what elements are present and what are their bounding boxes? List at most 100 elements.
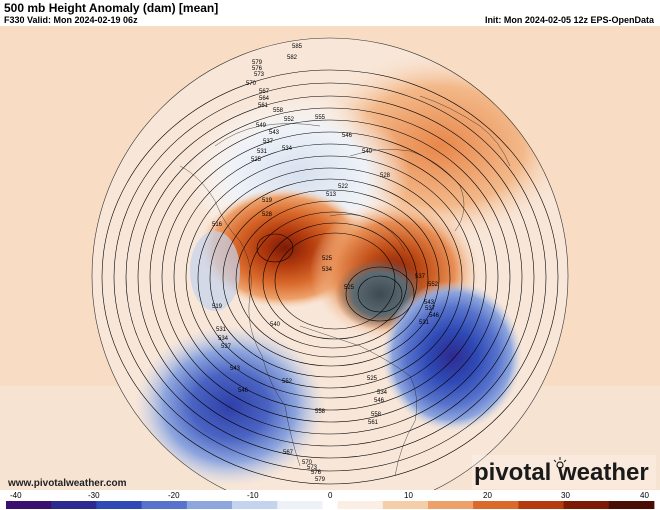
contour-label: 525 bbox=[251, 157, 262, 163]
colorbar-swatch bbox=[156, 501, 165, 509]
colorbar-swatch bbox=[443, 501, 451, 509]
colorbar-swatch bbox=[427, 501, 436, 509]
colorbar-tick: 20 bbox=[483, 491, 492, 500]
contour-label: 552 bbox=[282, 379, 293, 385]
colorbar-tick: 10 bbox=[404, 491, 413, 500]
colorbar-swatch bbox=[586, 501, 595, 509]
colorbar-tick: 40 bbox=[640, 491, 649, 500]
colorbar-swatch bbox=[375, 501, 384, 509]
contour-label: 528 bbox=[262, 212, 273, 218]
colorbar-swatch bbox=[201, 501, 210, 509]
contour-label: 573 bbox=[254, 72, 265, 78]
colorbar-swatch bbox=[21, 501, 29, 509]
contour-label: 525 bbox=[344, 285, 355, 291]
colorbar-swatch bbox=[58, 501, 67, 509]
colorbar-swatch bbox=[412, 501, 421, 509]
colorbar-swatch bbox=[292, 501, 301, 509]
colorbar-swatch bbox=[390, 501, 399, 509]
contour-label: 522 bbox=[338, 184, 349, 190]
contour-label: 564 bbox=[259, 96, 270, 102]
contour-label: 570 bbox=[302, 460, 313, 466]
colorbar-swatch bbox=[458, 501, 467, 509]
contour-label: 552 bbox=[428, 282, 439, 288]
colorbar-swatch bbox=[111, 501, 120, 509]
contour-label: 531 bbox=[257, 149, 268, 155]
colorbar-swatch bbox=[646, 501, 655, 509]
colorbar-swatch bbox=[578, 501, 587, 509]
contour-label: 534 bbox=[322, 267, 333, 273]
brand-sun-icon bbox=[553, 457, 567, 469]
colorbar-swatch bbox=[307, 501, 316, 509]
contour-label: 525 bbox=[367, 376, 378, 382]
brand-logo: pivotal weather bbox=[472, 455, 656, 489]
contour-label: 537 bbox=[263, 139, 274, 145]
contour-label: 537 bbox=[425, 306, 436, 312]
pacific-low-anomaly bbox=[135, 326, 325, 486]
contour-label: 561 bbox=[258, 103, 269, 109]
colorbar-swatch bbox=[96, 501, 105, 509]
colorbar-swatch bbox=[134, 501, 143, 509]
colorbar-tick: 30 bbox=[561, 491, 570, 500]
colorbar-swatch bbox=[397, 501, 406, 509]
colorbar-tick: -30 bbox=[88, 491, 100, 500]
contour-label: 582 bbox=[287, 55, 298, 61]
colorbar-swatch bbox=[367, 501, 376, 509]
colorbar-swatch bbox=[13, 501, 22, 509]
colorbar-swatch bbox=[337, 501, 346, 509]
contour-label: 558 bbox=[315, 409, 326, 415]
colorbar-swatch bbox=[103, 501, 112, 509]
colorbar-tick: -40 bbox=[10, 491, 22, 500]
height-anomaly-map: 585 582 579 576 573 570 567 564 561 558 … bbox=[0, 26, 660, 510]
colorbar-swatch bbox=[533, 501, 542, 509]
colorbar-swatch bbox=[556, 501, 564, 509]
colorbar-swatch bbox=[518, 501, 527, 509]
contour-label: 567 bbox=[259, 89, 270, 95]
contour-label: 546 bbox=[429, 313, 440, 319]
west-coast-low bbox=[190, 231, 240, 311]
colorbar-swatch bbox=[299, 501, 308, 509]
map-title: 500 mb Height Anomaly (dam) [mean] bbox=[4, 1, 219, 15]
height-contours bbox=[101, 69, 559, 485]
contour-label: 546 bbox=[374, 398, 385, 404]
contour-label: 576 bbox=[252, 66, 263, 72]
colorbar-swatch bbox=[6, 501, 14, 509]
brand-text: pivotal weather bbox=[474, 459, 649, 486]
colorbar-swatch bbox=[66, 501, 75, 509]
colorbar-swatch bbox=[284, 501, 293, 509]
colorbar-swatch bbox=[563, 501, 572, 509]
contour-label: 567 bbox=[283, 450, 294, 456]
colorbar-swatch bbox=[269, 501, 278, 509]
contour-label: 540 bbox=[270, 322, 281, 328]
colorbar-swatch bbox=[179, 501, 188, 509]
colorbar-swatch bbox=[216, 501, 225, 509]
colorbar-swatch bbox=[119, 501, 127, 509]
map-panel: 585 582 579 576 573 570 567 564 561 558 … bbox=[0, 26, 660, 510]
colorbar-swatch bbox=[247, 501, 256, 509]
contour-label: 558 bbox=[371, 412, 382, 418]
contour-label: 540 bbox=[362, 149, 373, 155]
contour-label: 555 bbox=[315, 115, 326, 121]
colorbar-swatch bbox=[608, 501, 617, 509]
colorbar-swatch bbox=[81, 501, 90, 509]
colorbar-swatch bbox=[593, 501, 602, 509]
colorbar-swatch bbox=[623, 501, 632, 509]
init-time: Init: Mon 2024-02-05 12z EPS-OpenData bbox=[484, 15, 654, 25]
contour-label: 528 bbox=[380, 173, 391, 179]
colorbar-swatch bbox=[405, 501, 414, 509]
contour-label: 534 bbox=[377, 390, 388, 396]
contour-label: 561 bbox=[368, 420, 379, 426]
contour-label: 531 bbox=[419, 320, 430, 326]
contour-label: 549 bbox=[256, 123, 267, 129]
colorbar-swatch bbox=[126, 501, 135, 509]
colorbar-swatch bbox=[616, 501, 625, 509]
colorbar-tick: 0 bbox=[328, 491, 333, 500]
colorbar-swatch bbox=[73, 501, 82, 509]
colorbar-swatch bbox=[450, 501, 459, 509]
colorbar-swatch bbox=[239, 501, 248, 509]
colorbar-swatch bbox=[601, 501, 610, 509]
contour-label: 585 bbox=[292, 44, 303, 50]
colorbar-swatch bbox=[330, 501, 338, 509]
colorbar-swatch bbox=[88, 501, 97, 509]
colorbar-swatch bbox=[43, 501, 52, 509]
contour-label: 546 bbox=[238, 388, 249, 394]
